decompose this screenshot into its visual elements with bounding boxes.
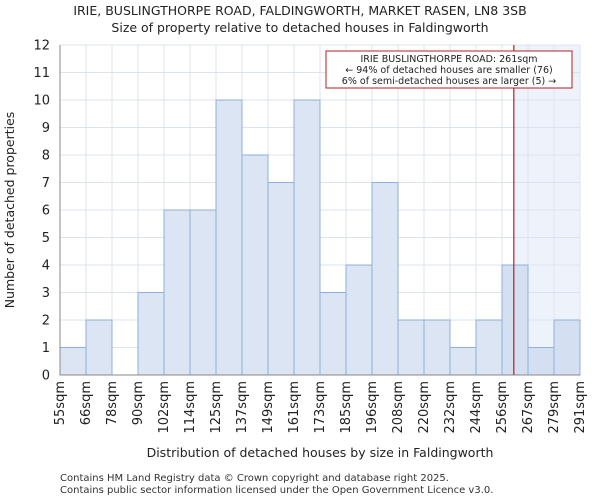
x-tick-label: 220sqm <box>417 381 432 434</box>
y-tick-label: 7 <box>42 176 50 191</box>
x-tick-label: 55sqm <box>53 381 68 425</box>
x-tick-label: 256sqm <box>495 381 510 434</box>
x-tick-label: 66sqm <box>79 381 94 425</box>
bar <box>527 347 555 376</box>
x-tick-label: 279sqm <box>547 381 562 434</box>
x-tick-label: 149sqm <box>261 381 276 434</box>
x-tick-label: 173sqm <box>313 381 328 434</box>
annotation-smaller: ← 94% of detached houses are smaller (76… <box>345 65 552 76</box>
bar <box>137 292 165 376</box>
footer-line-2: Contains public sector information licen… <box>60 485 494 496</box>
y-axis-label: Number of detached properties <box>2 112 17 309</box>
x-tick-label: 102sqm <box>157 381 172 434</box>
chart-subtitle: Size of property relative to detached ho… <box>111 20 489 35</box>
bar <box>189 209 217 376</box>
x-tick-label: 196sqm <box>365 381 380 434</box>
y-tick-label: 3 <box>42 286 50 301</box>
annotation-title: IRIE BUSLINGTHORPE ROAD: 261sqm <box>360 54 537 65</box>
x-tick-label: 161sqm <box>287 381 302 434</box>
y-tick-label: 0 <box>42 369 50 384</box>
x-tick-label: 114sqm <box>183 381 198 434</box>
footer-line-1: Contains HM Land Registry data © Crown c… <box>60 473 449 484</box>
annotation-larger: 6% of semi-detached houses are larger (5… <box>342 76 556 87</box>
y-tick-label: 11 <box>33 66 50 81</box>
bar <box>319 292 347 376</box>
bar <box>397 319 425 376</box>
y-tick-label: 10 <box>33 94 50 109</box>
x-tick-label: 244sqm <box>469 381 484 434</box>
x-tick-label: 267sqm <box>521 381 536 434</box>
x-tick-label: 208sqm <box>391 381 406 434</box>
bar <box>423 319 451 376</box>
y-tick-label: 8 <box>42 149 50 164</box>
x-tick-label: 137sqm <box>235 381 250 434</box>
y-tick-label: 6 <box>42 204 50 219</box>
bar <box>371 182 399 376</box>
x-axis-label: Distribution of detached houses by size … <box>147 445 494 460</box>
bar <box>553 319 581 376</box>
y-tick-label: 4 <box>42 259 50 274</box>
bar <box>293 99 321 376</box>
y-tick-label: 12 <box>33 39 50 54</box>
bar <box>59 347 87 376</box>
y-tick-label: 2 <box>42 314 50 329</box>
bar <box>449 347 477 376</box>
x-tick-label: 232sqm <box>443 381 458 434</box>
y-tick-label: 1 <box>42 341 50 356</box>
bar <box>85 319 113 376</box>
bar <box>345 264 373 376</box>
annotation-box <box>325 50 573 89</box>
bar <box>215 99 243 376</box>
chart-title: IRIE, BUSLINGTHORPE ROAD, FALDINGWORTH, … <box>73 3 527 18</box>
x-tick-label: 185sqm <box>339 381 354 434</box>
x-tick-label: 291sqm <box>573 381 588 434</box>
bar <box>267 182 295 376</box>
bar <box>475 319 503 376</box>
x-tick-label: 90sqm <box>131 381 146 425</box>
bar <box>241 154 269 376</box>
bar <box>163 209 191 376</box>
y-tick-label: 5 <box>42 231 50 246</box>
bar <box>501 264 529 376</box>
x-tick-label: 125sqm <box>209 381 224 434</box>
y-tick-label: 9 <box>42 121 50 136</box>
x-tick-label: 78sqm <box>105 381 120 425</box>
